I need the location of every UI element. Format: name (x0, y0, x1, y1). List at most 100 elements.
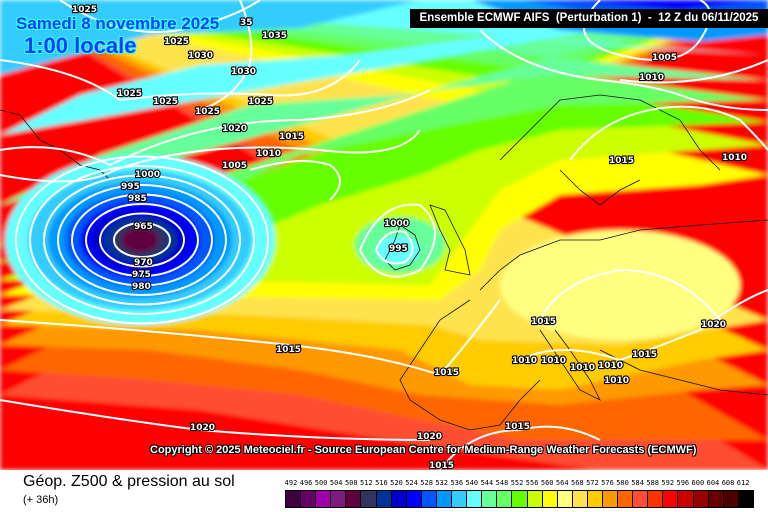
weather-map: 1025 35 1025 1030 1035 1030 1025 1025 1025 1025 10… (0, 0, 768, 470)
z500-field: 1025351025103010351030102510251025102510… (0, 0, 768, 470)
color-swatch (346, 491, 362, 507)
isobar (59, 0, 261, 33)
isobars (0, 0, 768, 470)
isobar-label: 1020 (701, 320, 726, 330)
color-scale-label: 612 (736, 479, 750, 487)
isobar (439, 425, 601, 470)
isobar-label: 1015 (531, 317, 556, 327)
coastline (499, 94, 721, 171)
color-swatch (572, 491, 588, 507)
color-swatch (421, 491, 437, 507)
isobar-label: 1015 (505, 422, 530, 432)
model-run-header: Ensemble ECMWF AIFS (Perturbation 1) - 1… (410, 9, 768, 28)
color-scale-labels: 492 496 500 504 508 512 516 520 524 528 532 536 540 5… (283, 479, 753, 489)
isobar (249, 160, 341, 201)
color-scale-label: 592 (661, 479, 675, 487)
color-swatch (663, 491, 679, 507)
color-scale-label: 500 (314, 479, 328, 487)
isobar-labels: 1025351025103010351030102510251025102510… (71, 4, 748, 470)
isobar (0, 59, 361, 102)
color-swatch (376, 491, 392, 507)
isobar (569, 105, 768, 161)
color-scale-label: 492 (284, 479, 298, 487)
color-swatch (587, 491, 603, 507)
isobar-label: 1010 (570, 363, 595, 373)
isobar (619, 59, 768, 84)
isobar (43, 174, 241, 306)
color-swatch (633, 491, 649, 507)
field-band (560, 0, 768, 10)
color-scale-label: 596 (676, 479, 690, 487)
color-scale-label: 588 (646, 479, 659, 487)
color-swatch (286, 491, 302, 507)
color-scale-label: 600 (691, 479, 705, 487)
color-swatch (693, 491, 709, 507)
color-scale-label: 584 (631, 479, 644, 487)
color-scale-label: 556 (525, 479, 539, 487)
isobar-label: 995 (121, 182, 140, 192)
color-scale-label: 576 (601, 479, 614, 487)
isobar-label: 965 (134, 222, 153, 232)
color-swatch (602, 491, 619, 507)
isobar-label: 1020 (417, 432, 442, 442)
isobar-label: 1010 (256, 149, 281, 159)
isobar-label: 1015 (434, 368, 459, 378)
lead-time: (+ 36h) (23, 494, 59, 506)
isobar-label: 1015 (632, 350, 657, 360)
isobar (199, 0, 253, 111)
color-scale-label: 544 (480, 479, 494, 487)
isobar-label: 975 (132, 270, 151, 280)
color-swatch (301, 491, 317, 507)
color-scale-label: 572 (586, 479, 599, 487)
color-swatch (497, 491, 513, 507)
isobar-label: 1005 (222, 161, 247, 171)
isobar-label: 1025 (195, 107, 220, 117)
isobar (0, 89, 431, 167)
coastline (384, 224, 421, 271)
color-swatch (482, 491, 498, 507)
isobar-label: 1010 (541, 356, 566, 366)
coastline (559, 169, 641, 206)
isobar-label: 1025 (72, 5, 97, 15)
isobar (0, 129, 421, 183)
isobar-label: 1000 (384, 219, 409, 229)
forecast-date: Samedi 8 novembre 2025 (16, 14, 220, 33)
color-scale-label: 496 (299, 479, 313, 487)
color-scale-label: 540 (465, 479, 479, 487)
color-scale-label: 560 (540, 479, 554, 487)
isobar-label: 1020 (222, 124, 247, 134)
isobar-label: 1010 (722, 153, 747, 163)
footer-title: Géop. Z500 & pression au sol (23, 473, 235, 490)
isobar-label: 1030 (188, 51, 213, 61)
coastline (399, 299, 541, 431)
coastline (429, 204, 471, 276)
isobar-label: 1010 (598, 361, 623, 371)
color-swatch (542, 491, 558, 507)
color-scale-label: 580 (616, 479, 629, 487)
isobar-label: 1035 (262, 31, 287, 41)
field-band (500, 230, 740, 340)
isobar (0, 399, 431, 441)
color-swatch (452, 491, 468, 507)
isobar (57, 184, 227, 296)
color-swatch (738, 491, 753, 507)
color-swatch (467, 491, 483, 507)
isobar-label: 1010 (639, 73, 664, 83)
isobar-label: 35 (240, 18, 253, 28)
color-swatch (557, 491, 573, 507)
coastline (599, 349, 768, 396)
color-swatch (331, 491, 347, 507)
field-band (0, 0, 420, 75)
color-scale-label: 504 (329, 479, 343, 487)
color-swatch (648, 491, 664, 507)
isobar-label: 985 (128, 194, 147, 204)
isobar-label: 1005 (652, 53, 677, 63)
isobar (479, 29, 768, 111)
color-swatch (361, 491, 377, 507)
color-scale (285, 490, 754, 508)
isobar-label: 980 (132, 282, 151, 292)
isobar-label: 1030 (231, 67, 256, 77)
low-pressure-shading (122, 228, 158, 252)
isobar (29, 165, 255, 315)
color-scale-label: 532 (435, 479, 449, 487)
